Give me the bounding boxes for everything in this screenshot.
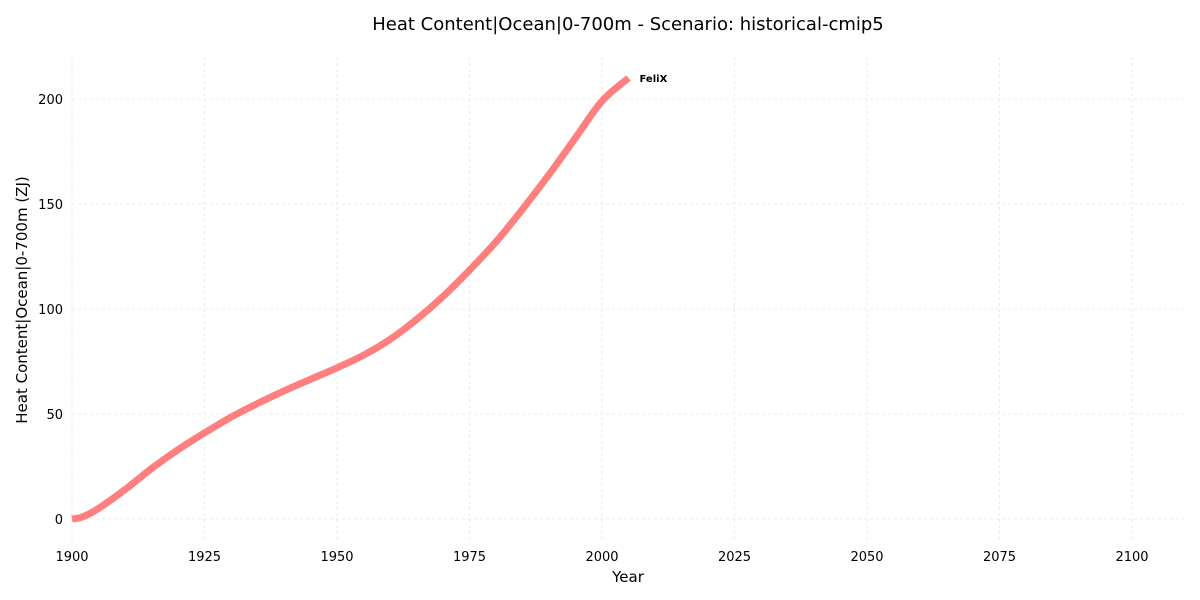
- x-axis-ticks: 1900 1925 1950 1975 2000 2025 2050 2075 2100: [55, 550, 1148, 565]
- x-tick-label: 2050: [850, 550, 883, 565]
- chart-title: Heat Content|Ocean|0-700m - Scenario: hi…: [372, 14, 884, 35]
- x-tick-label: 1950: [320, 550, 353, 565]
- x-tick-label: 1925: [188, 550, 221, 565]
- series-layer: FeliX: [71, 74, 668, 523]
- x-tick-label: 2025: [718, 550, 751, 565]
- y-axis-ticks: 0 50 100 150 200: [38, 93, 63, 528]
- y-tick-label: 0: [55, 513, 63, 528]
- x-tick-label: 1975: [453, 550, 486, 565]
- x-tick-label: 2000: [585, 550, 618, 565]
- y-tick-label: 100: [38, 303, 63, 318]
- y-axis-label: Heat Content|Ocean|0-700m (ZJ): [13, 176, 31, 423]
- x-axis-label: Year: [611, 568, 645, 586]
- grid: [71, 57, 1185, 540]
- x-tick-label: 2075: [983, 550, 1016, 565]
- y-tick-label: 50: [46, 408, 63, 423]
- x-tick-label: 2100: [1115, 550, 1148, 565]
- y-tick-label: 200: [38, 93, 63, 108]
- series-line: [71, 75, 631, 523]
- y-tick-label: 150: [38, 198, 63, 213]
- x-tick-label: 1900: [55, 550, 88, 565]
- series-label: FeliX: [640, 74, 668, 85]
